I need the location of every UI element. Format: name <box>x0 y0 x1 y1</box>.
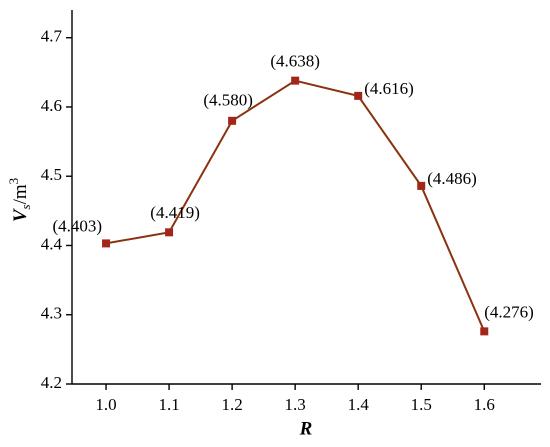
y-label-part: 3 <box>6 178 21 185</box>
y-label-part: /m <box>10 184 31 204</box>
x-tick-label: 1.6 <box>474 395 495 414</box>
point-marker <box>480 327 489 336</box>
point-marker <box>417 181 426 190</box>
x-tick-label: 1.4 <box>348 395 370 414</box>
data-label: (4.638) <box>270 52 320 71</box>
y-tick-label: 4.6 <box>41 96 62 115</box>
point-marker <box>354 91 363 100</box>
data-label: (4.403) <box>52 216 102 235</box>
data-label: (4.276) <box>484 302 534 321</box>
y-label-part: s <box>18 204 33 209</box>
y-tick-label: 4.5 <box>41 165 62 184</box>
y-tick-label: 4.4 <box>41 234 63 253</box>
data-label: (4.486) <box>427 169 477 188</box>
point-marker <box>291 76 300 85</box>
point-marker <box>165 228 174 237</box>
point-marker <box>228 116 237 125</box>
y-label-part: V <box>10 208 31 222</box>
y-axis-label: Vs/m3 <box>6 178 33 222</box>
y-tick-label: 4.7 <box>41 27 63 46</box>
x-tick-label: 1.3 <box>285 395 306 414</box>
data-label: (4.419) <box>150 203 200 222</box>
x-axis-label: R <box>299 418 313 439</box>
y-tick-label: 4.2 <box>41 373 62 392</box>
x-tick-label: 1.5 <box>411 395 432 414</box>
data-label: (4.580) <box>203 91 253 110</box>
point-marker <box>102 239 111 248</box>
y-tick-label: 4.3 <box>41 304 62 323</box>
x-tick-label: 1.0 <box>95 395 116 414</box>
data-label: (4.616) <box>364 79 414 98</box>
x-tick-label: 1.1 <box>158 395 179 414</box>
x-tick-label: 1.2 <box>221 395 242 414</box>
